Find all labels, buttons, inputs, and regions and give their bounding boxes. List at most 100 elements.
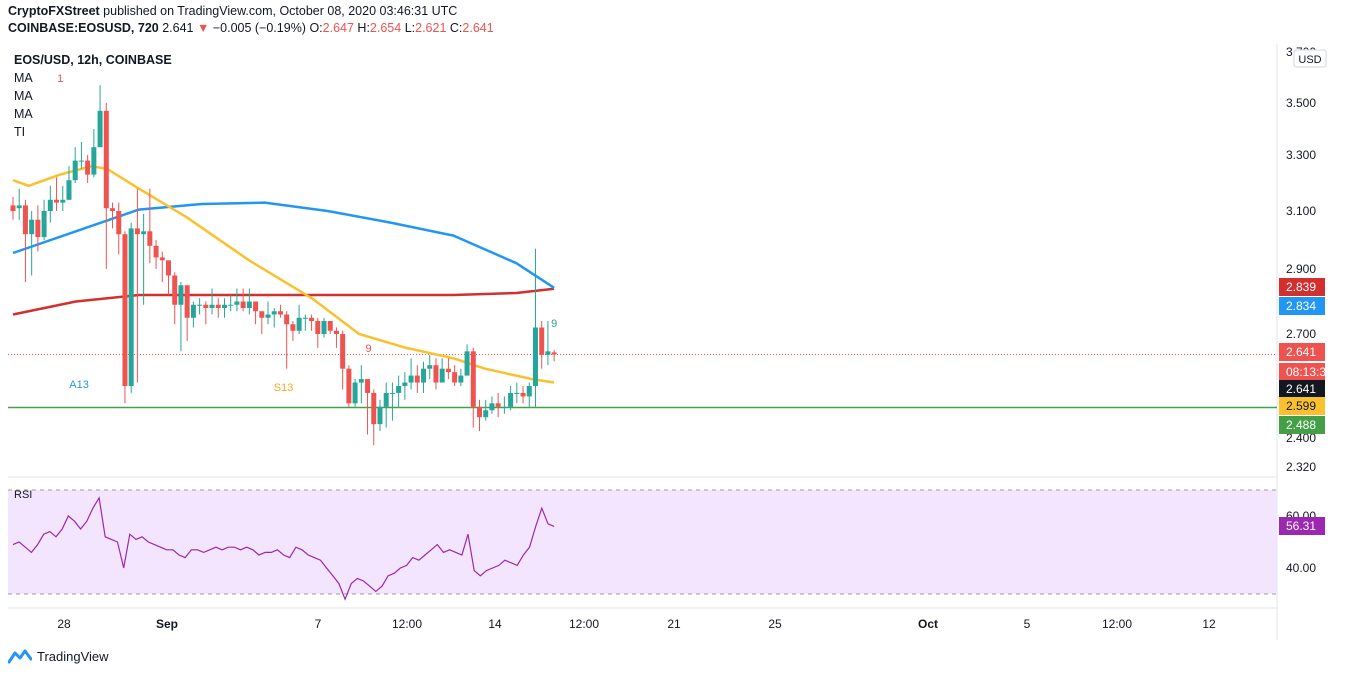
candle-body [290, 324, 296, 331]
price-label-bg [1279, 380, 1325, 398]
candle-body [141, 231, 147, 235]
pane-title: EOS/USD, 12h, COINBASE [14, 53, 172, 67]
candle-body [346, 368, 352, 404]
x-tick-label: 5 [1024, 617, 1031, 631]
candle-body [309, 317, 315, 321]
candle-body [532, 327, 538, 386]
candle-body [296, 317, 302, 331]
candle-body [458, 375, 464, 383]
x-tick-label: 12:00 [1102, 617, 1132, 631]
rsi-last-bg [1279, 517, 1325, 535]
candle-body [246, 301, 252, 308]
candle-body [172, 275, 178, 305]
candle-body [66, 180, 72, 200]
indicator-ma-1[interactable]: MA [14, 71, 33, 85]
price-label: 2.834 [1286, 299, 1316, 313]
candle-body [78, 160, 84, 162]
close-value: 2.641 [462, 21, 494, 35]
price-label: 2.839 [1286, 280, 1316, 294]
rsi-last-label: 56.31 [1286, 519, 1316, 533]
y-tick-label: 2.320 [1286, 460, 1316, 474]
candle-body [265, 314, 271, 318]
down-arrow-icon: ▼ [196, 21, 210, 35]
price-label-bg [1279, 343, 1325, 361]
low-value: 2.621 [415, 21, 447, 35]
x-tick-label: 28 [57, 617, 71, 631]
indicator-ti[interactable]: TI [14, 125, 26, 139]
ma-blue-line [12, 201, 555, 289]
candle-body [315, 321, 321, 334]
x-tick-label: 7 [315, 617, 322, 631]
candle-body [433, 365, 439, 383]
x-tick-label: 12 [1202, 617, 1216, 631]
candle-body [197, 304, 203, 306]
price-label-bg [1279, 278, 1325, 296]
candle-body [377, 406, 383, 425]
tradingview-logo-icon [8, 649, 32, 664]
candle-body [240, 301, 246, 308]
candle-body [221, 304, 227, 308]
candle-body [514, 392, 520, 394]
candle-body [72, 160, 78, 181]
signal-marker: 9 [365, 343, 371, 355]
candle-body [340, 334, 346, 369]
candle-body [284, 314, 290, 325]
last-price: 2.641 [162, 21, 194, 35]
y-tick-label: 2.900 [1286, 262, 1316, 276]
candle-body [321, 321, 327, 334]
x-tick-label: Sep [156, 617, 178, 631]
candle-body [271, 311, 277, 315]
candle-body [122, 234, 128, 386]
published-text: published on TradingView.com, October 08… [103, 4, 458, 18]
candle-body [302, 317, 308, 319]
price-label-bg [1279, 397, 1325, 415]
price-label: 2.641 [1286, 382, 1316, 396]
candle-body [259, 311, 265, 318]
x-tick-label: 21 [667, 617, 681, 631]
indicator-ma-3[interactable]: MA [14, 107, 33, 121]
candle-body [110, 208, 116, 211]
x-tick-label: 14 [488, 617, 502, 631]
currency-label: USD [1298, 54, 1321, 66]
symbol-label: COINBASE:EOSUSD, 720 [8, 21, 159, 35]
candle-body [22, 205, 28, 235]
candle-body [477, 406, 482, 418]
y-tick-label: 2.400 [1286, 431, 1316, 445]
candle-body [10, 205, 16, 211]
candle-body [389, 392, 395, 394]
candle-body [408, 375, 414, 383]
candle-body [116, 211, 122, 235]
candle-body [452, 372, 458, 383]
signal-marker: 1 [57, 73, 63, 85]
low-label: L: [404, 21, 416, 35]
open-label: O: [309, 21, 323, 35]
candle-body [421, 368, 427, 383]
candle-body [190, 304, 196, 318]
candle-body [166, 260, 171, 276]
candle-body [508, 392, 514, 407]
candle-body [184, 285, 190, 318]
candle-body [54, 199, 60, 203]
rsi-label: RSI [14, 489, 33, 501]
publisher-name[interactable]: CryptoFXStreet [8, 4, 100, 18]
candle-body [489, 403, 495, 411]
candle-body [97, 110, 103, 148]
indicator-ma-2[interactable]: MA [14, 89, 33, 103]
candle-body [147, 231, 153, 246]
candle-body [209, 304, 215, 308]
candle-body [35, 219, 41, 238]
y-tick-label: 3.100 [1286, 204, 1316, 218]
price-label-bg [1279, 297, 1325, 315]
candle-body [551, 352, 557, 355]
candle-body [402, 382, 408, 386]
rsi-line [12, 496, 555, 601]
candle-body [470, 351, 476, 407]
symbol-info: COINBASE:EOSUSD, 720 2.641 ▼ −0.005 (−0.… [8, 21, 494, 35]
candle-body [396, 386, 402, 393]
footer-brand[interactable]: TradingView [8, 648, 109, 664]
candle-body [526, 386, 532, 397]
candle-body [439, 368, 445, 383]
rsi-tick-label: 40.00 [1286, 561, 1316, 575]
candle-body [41, 211, 47, 238]
